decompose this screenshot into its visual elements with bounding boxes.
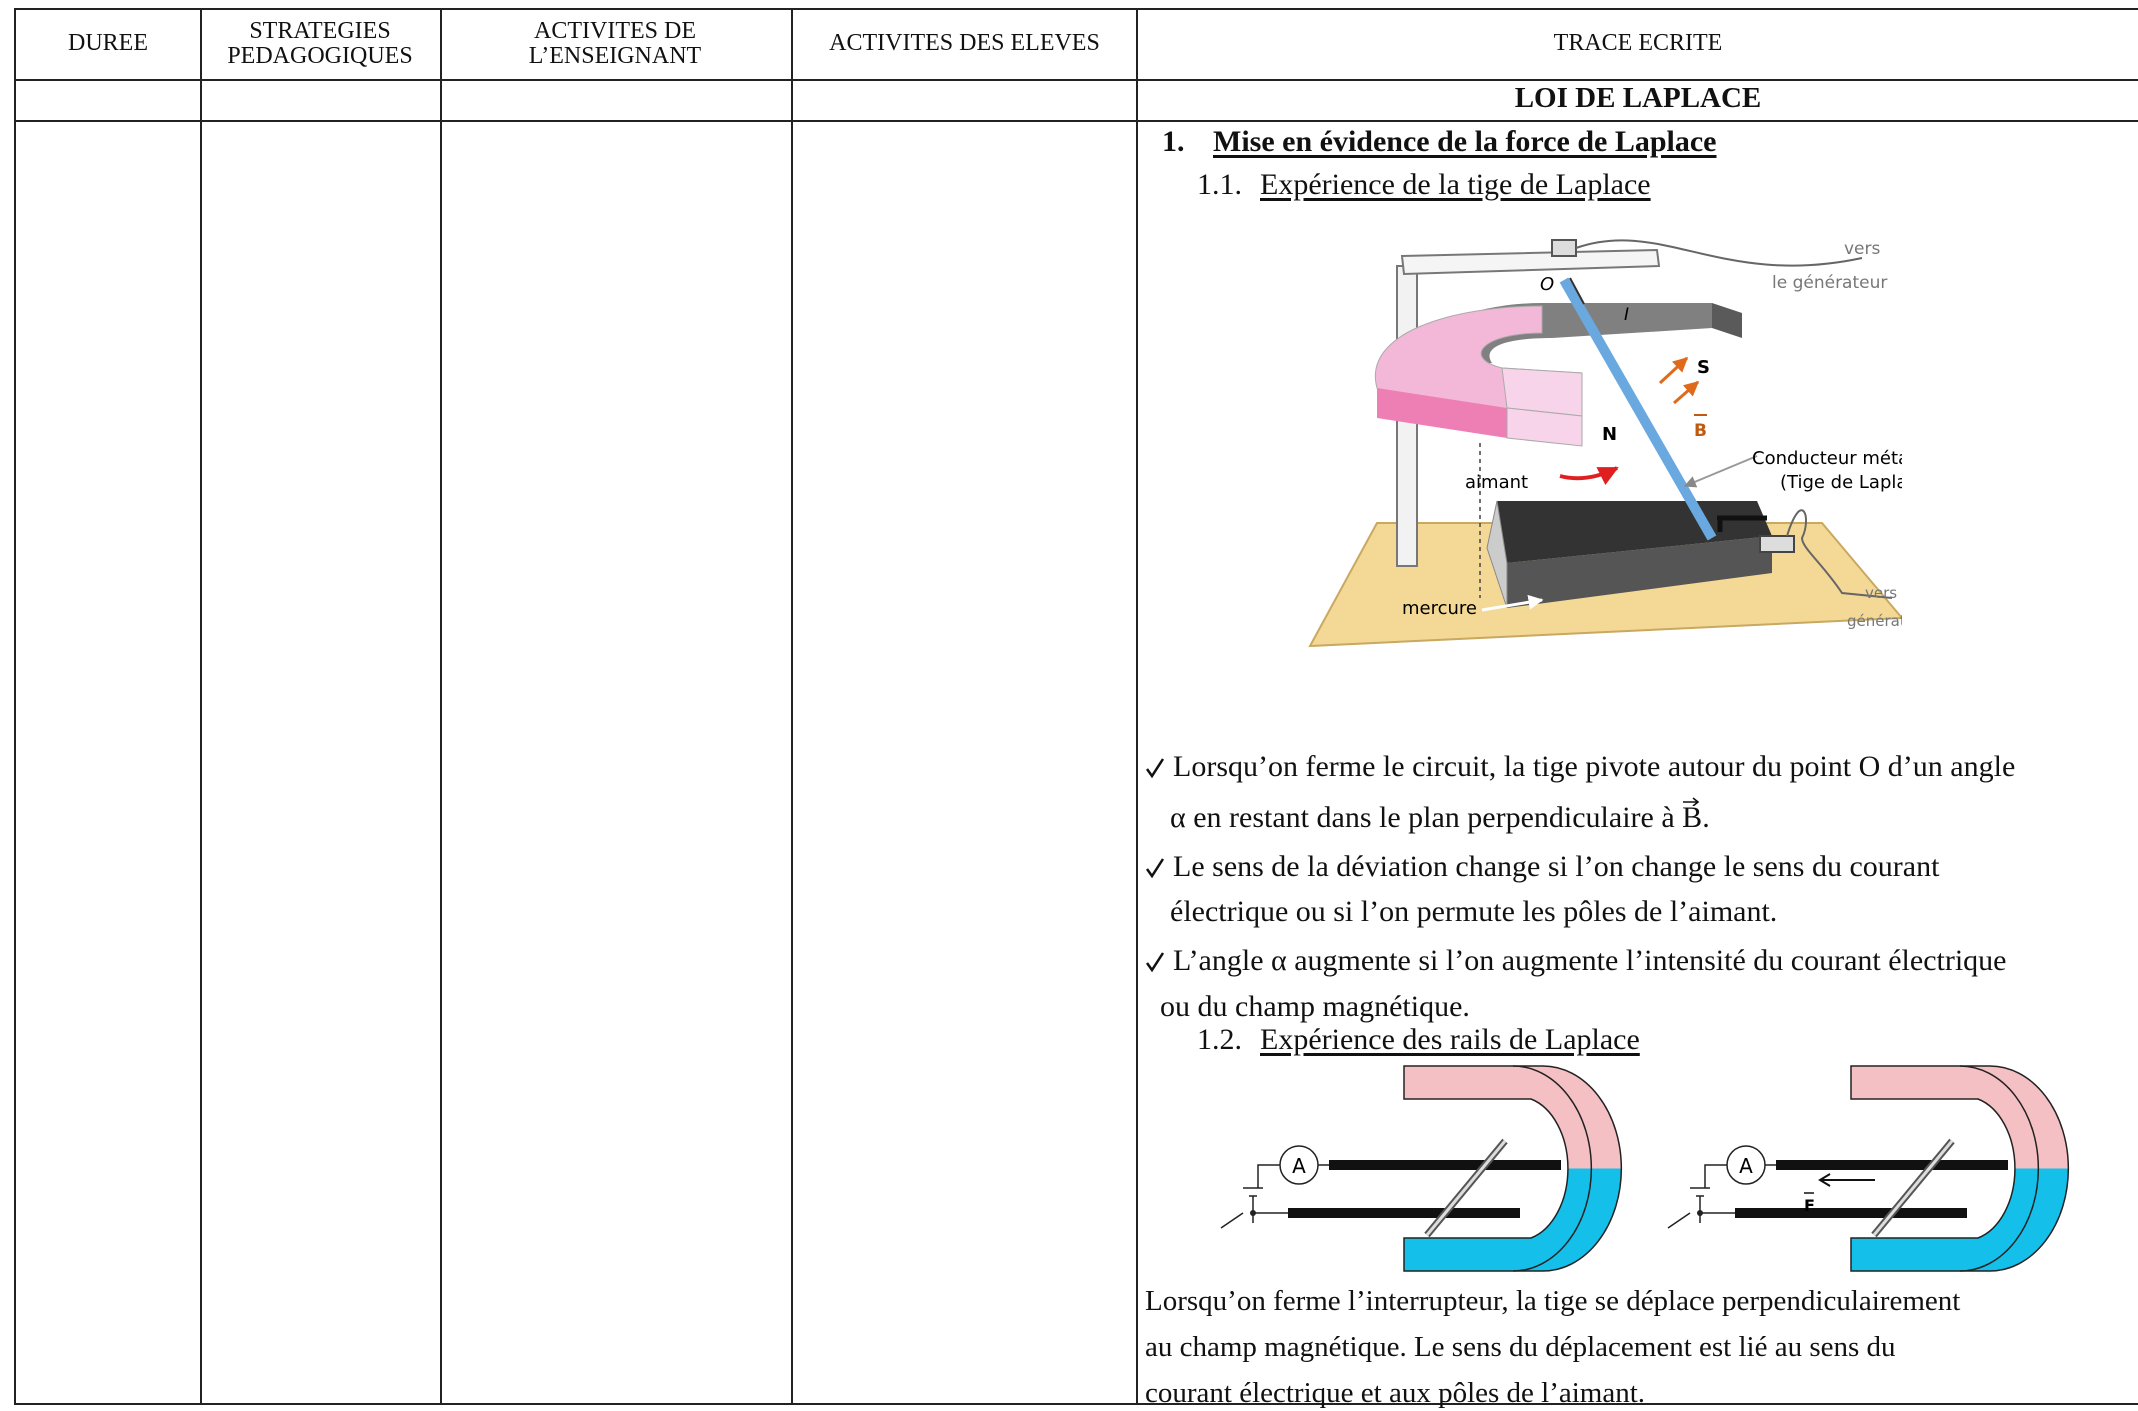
figure-label: vers — [1844, 239, 1881, 259]
bullet-text: L’angle α augmente si l’on augmente l’in… — [1173, 944, 2007, 977]
paragraph-line: Lorsqu’on ferme l’interrupteur, la tige … — [1145, 1285, 1961, 1317]
table-border — [440, 8, 442, 1405]
magnet — [1403, 1065, 1623, 1272]
laplace-rails-figure: A AF — [1220, 1065, 2070, 1272]
figure-label: le générateur — [1772, 273, 1887, 293]
figure-label: Conducteur métallique — [1752, 448, 1902, 469]
figure-label: vers le — [1865, 584, 1902, 602]
paragraph-line: courant électrique et aux pôles de l’aim… — [1145, 1377, 1646, 1409]
magnet-edge — [1959, 1065, 2040, 1272]
force-label: F — [1804, 1196, 1815, 1215]
bullet-line: électrique ou si l’on permute les pôles … — [1170, 894, 1777, 930]
rails-setup: A — [1220, 1065, 1623, 1272]
check-mark — [1145, 952, 1165, 973]
rod-highlight — [1425, 1140, 1507, 1236]
figure-label: aimant — [1465, 472, 1528, 493]
bullet-line: Le sens de la déviation change si l’on c… — [1173, 849, 1939, 885]
subheading: Expérience de la tige de Laplace — [1260, 168, 1651, 201]
rails-setup: AF — [1667, 1065, 2070, 1272]
ammeter-label: A — [1292, 1154, 1306, 1178]
magnet-edge — [1512, 1065, 1593, 1272]
figure-label: S — [1697, 357, 1710, 378]
subheading-number: 1.1. — [1197, 168, 1242, 201]
figure-label: O — [1540, 274, 1554, 295]
check-icon — [1145, 952, 1165, 973]
paragraph-line: au champ magnétique. Le sens du déplacem… — [1145, 1331, 1896, 1363]
bullet-text: ou du champ magnétique. — [1160, 990, 1470, 1023]
section-title: LOI DE LAPLACE — [1514, 82, 1762, 114]
force-arrow — [1818, 1173, 1875, 1187]
magnet — [1850, 1065, 2070, 1272]
subheading: Expérience des rails de Laplace — [1260, 1023, 1640, 1056]
subheading-number: 1.2. — [1197, 1023, 1242, 1056]
rail — [1735, 1208, 1967, 1218]
bullet-line: L’angle α augmente si l’on augmente l’in… — [1173, 943, 2007, 979]
bullet-text: Le sens de la déviation change si l’on c… — [1173, 850, 1940, 883]
table-border — [1136, 8, 1138, 1405]
bullet-text: . — [1702, 801, 1710, 834]
table-border — [14, 120, 2138, 122]
header-cell: TRACE ECRITE — [1553, 30, 1723, 56]
rail — [1329, 1160, 1561, 1170]
header-cell: ACTIVITES DES ELEVES — [829, 30, 1100, 56]
heading: Mise en évidence de la force de Laplace — [1213, 125, 1717, 158]
check-icon — [1145, 758, 1165, 779]
figure-label: (Tige de Laplace) — [1780, 472, 1902, 493]
header-cell: STRATEGIES PEDAGOGIQUES — [227, 17, 413, 69]
bullet-text: électrique ou si l’on permute les pôles … — [1170, 895, 1778, 928]
rail — [1776, 1160, 2008, 1170]
bullet-line: ou du champ magnétique. — [1160, 989, 1470, 1025]
figure-label: générateur — [1847, 612, 1902, 630]
bullet-text: Lorsqu’on ferme le circuit, la tige pivo… — [1173, 750, 2016, 783]
check-mark — [1145, 858, 1165, 879]
vector-symbol: B — [1682, 797, 1702, 836]
vector-arrow-line — [1683, 797, 1700, 806]
ammeter-label: A — [1739, 1154, 1753, 1178]
table-border — [200, 8, 202, 1405]
switch-contact — [1697, 1210, 1703, 1216]
table-border — [14, 79, 2138, 81]
table-border — [14, 8, 2138, 10]
bullet-line: α en restant dans le plan perpendiculair… — [1170, 797, 1710, 836]
table-border — [14, 8, 16, 1405]
header-cell: ACTIVITES DE L’ENSEIGNANT — [528, 17, 702, 69]
table-border — [791, 8, 793, 1405]
switch-contact — [1250, 1210, 1256, 1216]
header-cell: DUREE — [68, 30, 148, 56]
figure-label: N — [1602, 424, 1617, 445]
check-icon — [1145, 858, 1165, 879]
bullet-text: α en restant dans le plan perpendiculair… — [1170, 801, 1675, 834]
heading-number: 1. — [1162, 125, 1185, 158]
bullet-line: Lorsqu’on ferme le circuit, la tige pivo… — [1173, 749, 2015, 785]
figure-label: I — [1624, 305, 1629, 325]
table-border — [14, 1403, 2138, 1405]
vector-arrow — [1683, 797, 1700, 806]
check-mark — [1145, 758, 1165, 779]
figure-label: B — [1694, 421, 1707, 441]
laplace-rod-figure: vers le générateur O I S N B Conducteur … — [1308, 239, 1902, 648]
rail — [1288, 1208, 1520, 1218]
figure-label: mercure — [1402, 598, 1477, 619]
rod-highlight — [1872, 1140, 1954, 1236]
